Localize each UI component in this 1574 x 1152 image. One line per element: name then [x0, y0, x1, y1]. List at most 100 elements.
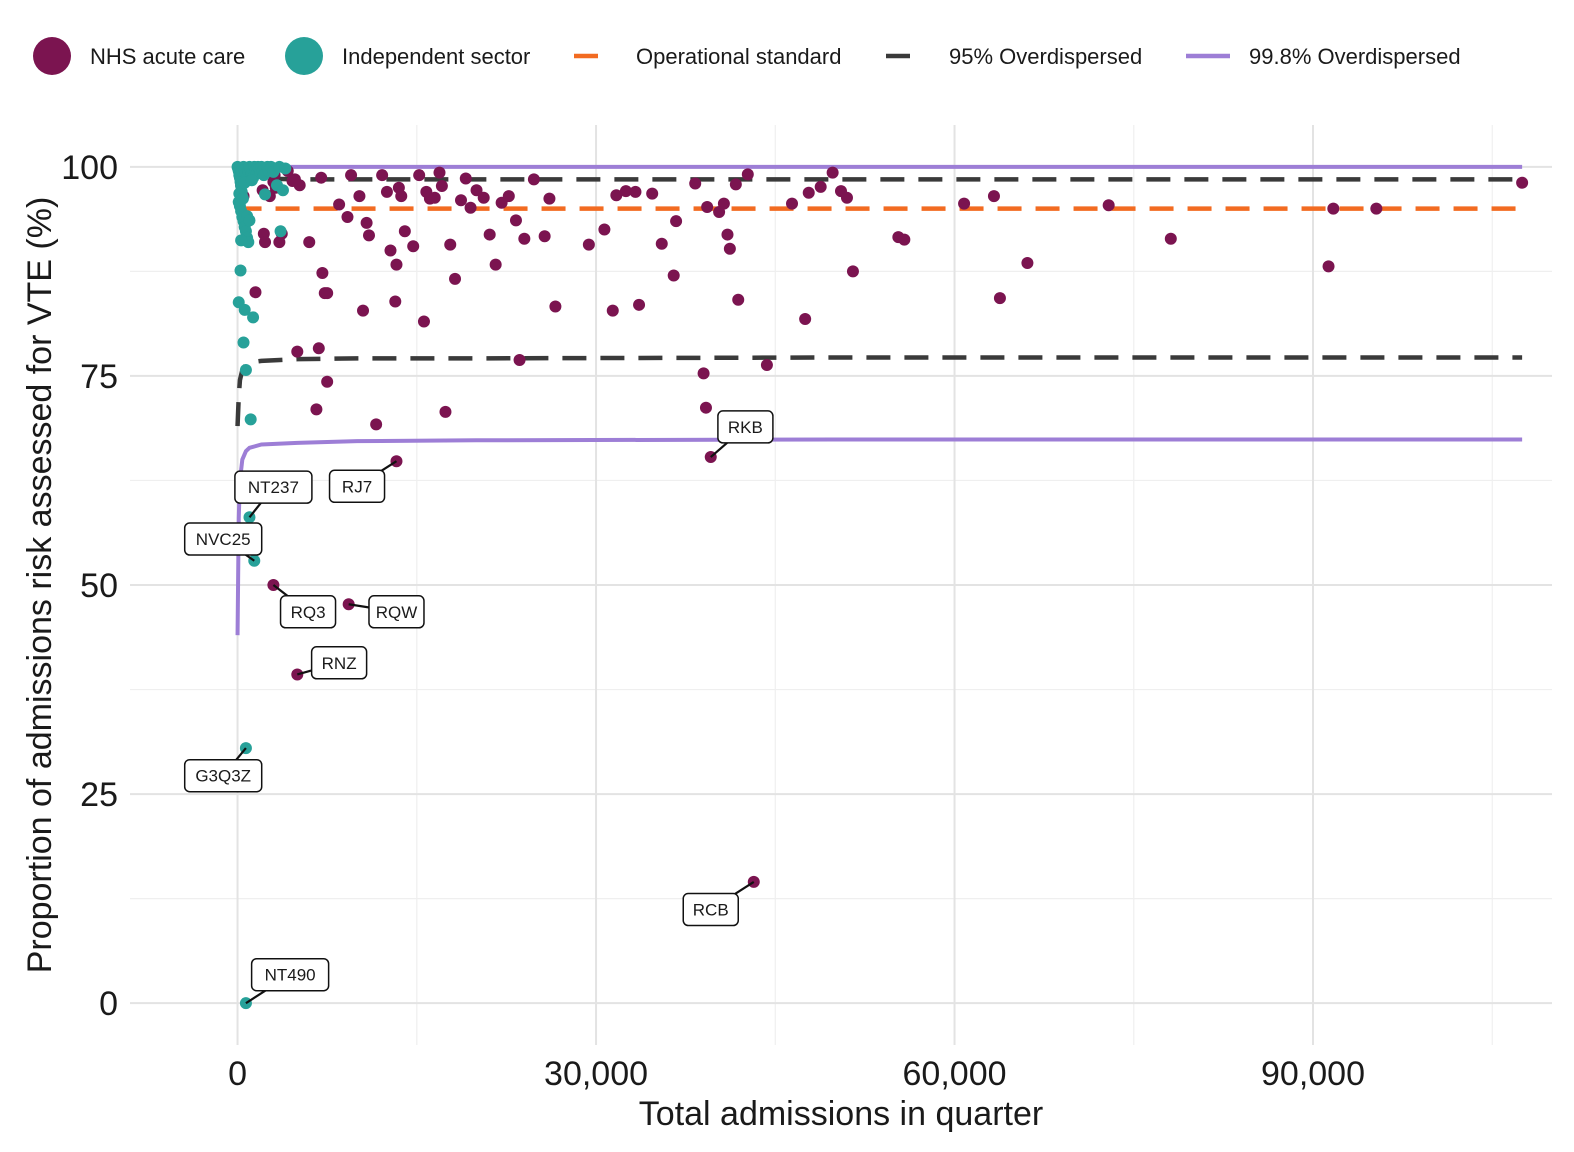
- legend-label: Operational standard: [636, 44, 841, 69]
- nhs-point: [598, 223, 611, 236]
- point-label: G3Q3Z: [195, 767, 251, 786]
- nhs-point: [321, 375, 334, 388]
- label-box: [183, 758, 263, 793]
- nhs-point: [1164, 232, 1177, 245]
- nhs-point: [619, 185, 632, 198]
- nhs-point: [433, 166, 446, 179]
- label-box: [250, 957, 330, 992]
- label-box: [279, 595, 337, 629]
- limit-95-upper-line: [235, 170, 1523, 182]
- nhs-point: [670, 215, 683, 228]
- nhs-point: [395, 190, 408, 203]
- independent-point: [245, 174, 258, 187]
- legend: NHS acute care Independent sector Operatio…: [33, 37, 1461, 75]
- independent-point: [243, 214, 256, 227]
- point-label: RKB: [728, 418, 763, 437]
- nhs-point: [389, 295, 402, 308]
- nhs-point: [464, 201, 477, 214]
- nhs-point: [846, 265, 859, 278]
- nhs-point: [435, 180, 448, 193]
- independent-legend-marker: [285, 37, 323, 75]
- nhs-point: [1327, 202, 1340, 215]
- limit-95-lower-line: [235, 355, 1523, 427]
- point-label: RCB: [693, 901, 729, 920]
- label-box: [368, 595, 425, 629]
- nhs-point: [898, 233, 911, 246]
- independent-point: [235, 234, 248, 247]
- nhs-point: [315, 171, 328, 184]
- nhs-point: [470, 184, 483, 197]
- nhs-point: [489, 258, 502, 271]
- nhs-point: [380, 185, 393, 198]
- nhs-point: [357, 304, 370, 317]
- nhs-point: [814, 180, 827, 193]
- point-labels: RKB NT237 RJ7 NVC25 RQ3 RQW RNZ G3Q3Z RCB NT490: [183, 410, 774, 1005]
- independent-point: [274, 225, 287, 238]
- limit-99-8-lower-line: [235, 437, 1523, 636]
- nhs-point: [717, 197, 730, 210]
- nhs-legend-marker: [33, 37, 71, 75]
- nhs-point: [610, 189, 623, 202]
- point-label: RQ3: [291, 603, 326, 622]
- nhs-point: [291, 345, 304, 358]
- nhs-point: [543, 192, 556, 205]
- nhs-point: [826, 166, 839, 179]
- independent-point: [247, 311, 260, 324]
- nhs-point: [459, 172, 472, 185]
- nhs-point: [1370, 202, 1383, 215]
- x-axis-title: Total admissions in quarter: [639, 1095, 1043, 1133]
- y-tick-label: 50: [80, 567, 118, 605]
- nhs-point: [527, 173, 540, 186]
- independent-point: [279, 162, 292, 175]
- nhs-point: [689, 177, 702, 190]
- point-label: NVC25: [196, 530, 251, 549]
- nhs-point: [259, 236, 272, 249]
- nhs-point: [799, 313, 812, 326]
- nhs-point: [518, 232, 531, 245]
- nhs-point: [439, 405, 452, 418]
- nhs-point: [701, 200, 714, 213]
- legend-label: 95% Overdispersed: [949, 44, 1142, 69]
- nhs-point: [413, 169, 426, 182]
- nhs-point: [428, 191, 441, 204]
- nhs-point: [362, 229, 375, 242]
- x-tick-label: 90,000: [1261, 1055, 1365, 1093]
- nhs-point: [629, 185, 642, 198]
- nhs-point: [1322, 260, 1335, 273]
- nhs-point: [398, 225, 411, 238]
- nhs-point: [786, 197, 799, 210]
- independent-point: [244, 413, 257, 426]
- nhs-point: [699, 401, 712, 414]
- independent-point: [237, 336, 250, 349]
- y-tick-label: 100: [61, 149, 118, 187]
- nhs-point: [321, 287, 334, 300]
- independent-point: [259, 188, 272, 201]
- independent-point: [236, 192, 249, 205]
- nhs-point: [444, 238, 457, 251]
- nhs-point: [721, 228, 734, 241]
- reference-lines: [235, 164, 1523, 636]
- independent-point: [238, 303, 251, 316]
- label-box: [717, 410, 774, 444]
- nhs-point: [360, 216, 373, 229]
- nhs-point: [345, 169, 358, 182]
- nhs-point: [760, 359, 773, 372]
- point-label: NT237: [248, 478, 299, 497]
- nhs-point: [333, 198, 346, 211]
- nhs-point: [384, 244, 397, 257]
- nhs-point: [646, 187, 659, 200]
- nhs-point: [582, 238, 595, 251]
- nhs-point: [1516, 176, 1529, 189]
- y-tick-label: 25: [80, 776, 118, 814]
- nhs-point: [732, 293, 745, 306]
- label-box: [682, 892, 739, 927]
- nhs-point: [303, 236, 316, 249]
- nhs-point: [513, 354, 526, 367]
- nhs-point: [697, 367, 710, 380]
- nhs-point: [502, 190, 515, 203]
- label-box: [310, 646, 368, 680]
- axis-ticks: 0 30,000 60,000 90,000 0 25 50 75 100: [61, 149, 1365, 1093]
- label-box: [234, 470, 313, 504]
- nhs-point: [316, 267, 329, 280]
